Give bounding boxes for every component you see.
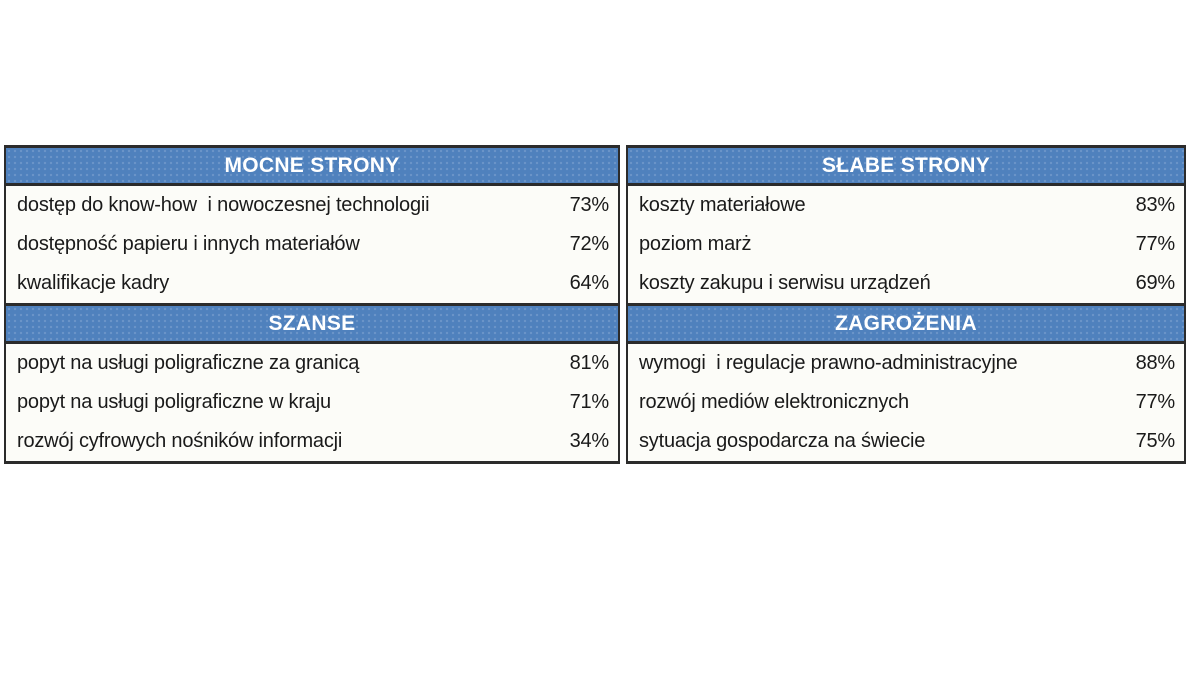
row-label: popyt na usługi poligraficzne za granicą <box>17 352 360 374</box>
table-row: rozwój cyfrowych nośników informacji 34% <box>6 422 618 461</box>
table-row: kwalifikacje kadry 64% <box>6 264 618 303</box>
row-value: 88% <box>1135 352 1176 374</box>
row-label: wymogi i regulacje prawno-administracyjn… <box>639 352 1018 374</box>
row-value: 34% <box>569 430 610 452</box>
row-label: koszty materiałowe <box>639 194 806 216</box>
table-row: rozwój mediów elektronicznych 77% <box>628 383 1184 422</box>
row-label: popyt na usługi poligraficzne w kraju <box>17 391 331 413</box>
row-label: dostępność papieru i innych materiałów <box>17 233 360 255</box>
table-row: popyt na usługi poligraficzne w kraju 71… <box>6 383 618 422</box>
table-row: dostępność papieru i innych materiałów 7… <box>6 225 618 264</box>
swot-table: MOCNE STRONY dostęp do know-how i nowocz… <box>4 145 1186 464</box>
swot-left-column: MOCNE STRONY dostęp do know-how i nowocz… <box>4 145 620 464</box>
table-row: popyt na usługi poligraficzne za granicą… <box>6 344 618 383</box>
strengths-header: MOCNE STRONY <box>6 148 618 186</box>
weaknesses-header: SŁABE STRONY <box>628 148 1184 186</box>
opportunities-header: SZANSE <box>6 303 618 344</box>
row-value: 64% <box>569 272 610 294</box>
swot-right-column: SŁABE STRONY koszty materiałowe 83% pozi… <box>626 145 1186 464</box>
row-value: 72% <box>569 233 610 255</box>
table-row: koszty materiałowe 83% <box>628 186 1184 225</box>
row-label: rozwój cyfrowych nośników informacji <box>17 430 343 452</box>
row-value: 69% <box>1135 272 1176 294</box>
table-row: koszty zakupu i serwisu urządzeń 69% <box>628 264 1184 303</box>
row-value: 77% <box>1135 391 1176 413</box>
row-value: 81% <box>569 352 610 374</box>
threats-header: ZAGROŻENIA <box>628 303 1184 344</box>
table-row: sytuacja gospodarcza na świecie 75% <box>628 422 1184 461</box>
weaknesses-title: SŁABE STRONY <box>821 153 991 177</box>
opportunities-title: SZANSE <box>268 311 356 335</box>
row-value: 73% <box>569 194 610 216</box>
row-label: kwalifikacje kadry <box>17 272 170 294</box>
row-value: 71% <box>569 391 610 413</box>
row-label: koszty zakupu i serwisu urządzeń <box>639 272 931 294</box>
table-row: wymogi i regulacje prawno-administracyjn… <box>628 344 1184 383</box>
row-value: 77% <box>1135 233 1176 255</box>
row-label: poziom marż <box>639 233 752 255</box>
row-value: 83% <box>1135 194 1176 216</box>
row-label: dostęp do know-how i nowoczesnej technol… <box>17 194 430 216</box>
row-label: sytuacja gospodarcza na świecie <box>639 430 926 452</box>
row-label: rozwój mediów elektronicznych <box>639 391 909 413</box>
table-row: dostęp do know-how i nowoczesnej technol… <box>6 186 618 225</box>
threats-title: ZAGROŻENIA <box>835 311 977 335</box>
row-value: 75% <box>1135 430 1176 452</box>
strengths-title: MOCNE STRONY <box>224 153 400 177</box>
table-row: poziom marż 77% <box>628 225 1184 264</box>
